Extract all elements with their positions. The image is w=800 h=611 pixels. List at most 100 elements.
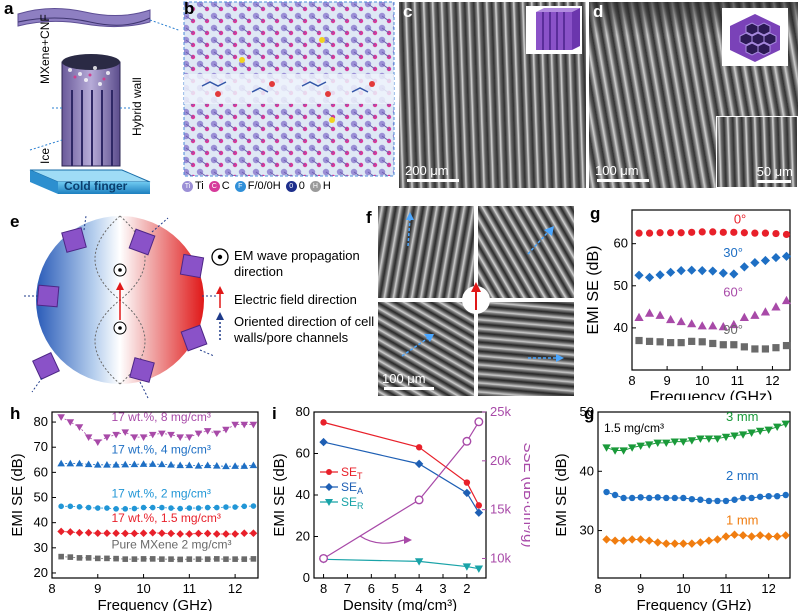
data-point xyxy=(719,228,727,236)
atom-legend-label: 0 xyxy=(298,180,305,192)
data-point xyxy=(679,539,688,548)
data-point xyxy=(773,423,782,432)
atom-legend-label: Ti xyxy=(195,180,204,192)
data-point xyxy=(463,479,471,486)
series-line xyxy=(602,420,790,455)
panel-label-g-bottom: g xyxy=(584,404,595,423)
data-point xyxy=(159,556,165,562)
data-point xyxy=(671,494,678,502)
legend-wave-propagation: EM wave propagation direction xyxy=(234,248,360,280)
data-point xyxy=(75,528,84,537)
data-point xyxy=(475,502,483,509)
y-tick-label: 40 xyxy=(34,515,48,530)
panel-e: e xyxy=(0,200,376,400)
data-point xyxy=(139,434,148,441)
data-point xyxy=(103,434,111,441)
data-point xyxy=(167,431,175,439)
data-point xyxy=(213,462,221,469)
data-point xyxy=(149,504,156,511)
cube-markers xyxy=(32,227,208,383)
data-point xyxy=(655,270,665,280)
data-point xyxy=(760,255,771,266)
data-point xyxy=(140,504,147,511)
data-point xyxy=(636,535,645,544)
data-point xyxy=(148,528,157,537)
data-point xyxy=(241,503,248,510)
x-tick-label: 9 xyxy=(663,373,670,388)
data-point xyxy=(462,436,472,446)
atom-legend-label: H xyxy=(322,180,331,192)
data-point xyxy=(781,295,792,305)
panel-d-sem-image: d 50 μm 100 μm xyxy=(589,2,798,188)
data-point xyxy=(222,530,230,538)
data-point xyxy=(223,504,229,510)
data-point xyxy=(85,555,92,561)
data-point xyxy=(751,229,759,237)
y-tick-label: 70 xyxy=(34,439,48,454)
x-tick-label: 9 xyxy=(94,581,101,596)
data-point xyxy=(168,505,174,511)
orientation-sphere-illustration xyxy=(22,215,229,399)
y-tick-label: 20 xyxy=(34,565,48,580)
data-point xyxy=(667,229,675,237)
data-point xyxy=(782,341,791,350)
data-point xyxy=(688,228,696,236)
mxene-cnf-label: MXene+CNF xyxy=(38,14,52,84)
series-label: 3 mm xyxy=(726,409,759,424)
legend-text: walls/pore channels xyxy=(234,330,349,345)
data-point xyxy=(619,536,628,545)
data-point xyxy=(194,529,203,538)
series-line xyxy=(58,503,257,512)
data-point xyxy=(177,556,183,563)
inset-scale-bar xyxy=(757,180,791,183)
panel-label: b xyxy=(184,0,195,18)
x-tick-label: 12 xyxy=(228,581,242,596)
data-point xyxy=(130,529,139,538)
data-point xyxy=(158,529,166,538)
data-point xyxy=(158,460,166,468)
data-point xyxy=(708,321,718,330)
data-point xyxy=(67,503,74,510)
y-tick-label: 60 xyxy=(614,236,628,251)
series-label: 17 wt.%, 1.5 mg/cm³ xyxy=(112,511,221,525)
data-point xyxy=(666,314,676,324)
series-label: 90° xyxy=(723,322,743,337)
data-point xyxy=(646,494,653,502)
panel-label-g-top: g xyxy=(590,204,601,223)
data-point xyxy=(774,492,781,500)
y2-axis-label: SSE (dB·cm³/g) xyxy=(520,442,530,547)
data-point xyxy=(130,434,139,441)
wave-propagation-icon xyxy=(211,248,229,266)
series-path xyxy=(61,556,254,560)
series-path xyxy=(60,416,254,443)
data-point xyxy=(240,421,249,429)
data-point xyxy=(140,556,147,562)
data-point xyxy=(58,503,64,510)
data-point xyxy=(740,343,748,351)
data-point xyxy=(748,494,755,502)
legend-electric-field: Electric field direction xyxy=(234,292,357,307)
data-point xyxy=(66,528,75,536)
data-point xyxy=(113,506,119,512)
data-point xyxy=(203,428,212,435)
atom-legend-item: C C xyxy=(208,180,230,192)
legend-cell-walls: Oriented direction of cell walls/pore ch… xyxy=(234,314,374,346)
data-point xyxy=(249,529,258,538)
y-tick-label: 50 xyxy=(614,278,628,293)
data-point xyxy=(709,339,717,348)
data-point xyxy=(676,266,686,276)
x-tick-label: 7 xyxy=(344,581,351,596)
scale-bar-label: 200 μm xyxy=(405,163,449,178)
o-atom-icon: 0 xyxy=(285,180,297,192)
y-tick-label: 40 xyxy=(296,487,310,502)
data-point xyxy=(722,497,730,505)
data-point xyxy=(750,310,760,319)
data-point xyxy=(58,553,64,560)
data-point xyxy=(687,265,697,275)
data-point xyxy=(167,461,175,468)
data-point xyxy=(57,459,65,467)
data-point xyxy=(644,272,655,282)
data-point xyxy=(713,535,722,544)
series-path xyxy=(323,441,480,513)
